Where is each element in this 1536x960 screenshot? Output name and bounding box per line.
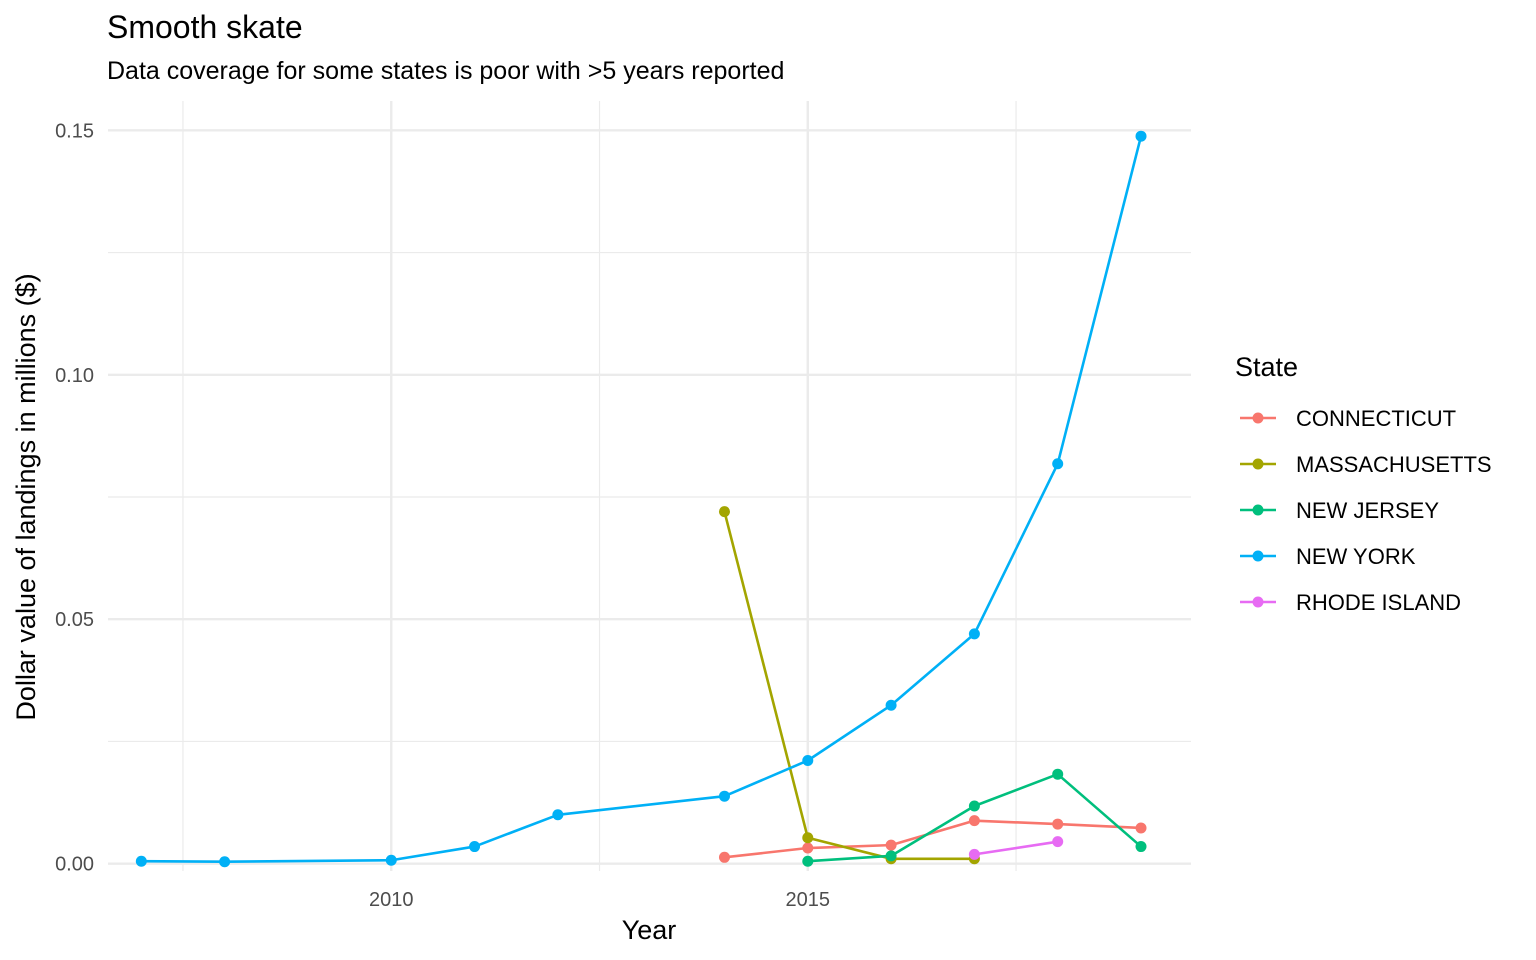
x-tick-label: 2010 <box>369 889 414 911</box>
legend-key-point-new-york <box>1252 550 1264 562</box>
data-point-new-york <box>219 856 231 868</box>
data-point-new-jersey <box>968 800 980 812</box>
data-point-connecticut <box>968 815 980 827</box>
data-point-massachusetts <box>718 506 730 518</box>
data-point-new-york <box>1052 458 1064 470</box>
legend-label-new-jersey: NEW JERSEY <box>1296 498 1439 523</box>
legend-label-connecticut: CONNECTICUT <box>1296 406 1456 431</box>
data-point-new-york <box>802 755 814 767</box>
x-axis-title: Year <box>622 915 677 945</box>
grid-major <box>108 101 1191 871</box>
data-point-new-jersey <box>1135 841 1147 853</box>
series-lines <box>141 135 1143 864</box>
y-axis-ticks: 0.00 0.05 0.10 0.15 <box>55 120 94 875</box>
y-tick-label: 0.15 <box>55 120 94 142</box>
data-point-new-york <box>718 790 730 802</box>
data-point-rhode-island <box>968 848 980 860</box>
grid-minor <box>108 101 1191 871</box>
data-point-new-york <box>1135 130 1147 142</box>
data-point-connecticut <box>1052 818 1064 830</box>
data-point-new-jersey <box>1052 768 1064 780</box>
data-point-new-jersey <box>802 855 814 867</box>
y-tick-label: 0.05 <box>55 609 94 631</box>
y-tick-label: 0.10 <box>55 365 94 387</box>
data-point-new-york <box>135 855 147 867</box>
legend-label-rhode-island: RHODE ISLAND <box>1296 590 1461 615</box>
chart-subtitle: Data coverage for some states is poor wi… <box>107 57 784 85</box>
x-tick-label: 2015 <box>786 889 831 911</box>
data-point-connecticut <box>885 839 897 851</box>
data-point-connecticut <box>1135 822 1147 834</box>
data-point-new-jersey <box>885 850 897 862</box>
y-axis-title: Dollar value of landings in millions ($) <box>11 273 41 720</box>
data-point-new-york <box>385 854 397 866</box>
data-point-connecticut <box>802 842 814 854</box>
series-line-new-york <box>141 135 1143 864</box>
chart-title: Smooth skate <box>107 9 303 45</box>
series-line-rhode-island <box>974 840 1058 856</box>
legend-label-massachusetts: MASSACHUSETTS <box>1296 452 1492 477</box>
series-points <box>135 130 1147 868</box>
data-point-rhode-island <box>1052 836 1064 848</box>
legend-key-point-new-jersey <box>1252 504 1264 516</box>
legend-key-point-rhode-island <box>1252 596 1264 608</box>
data-point-new-york <box>552 809 564 821</box>
data-point-new-york <box>968 628 980 640</box>
legend-key-point-massachusetts <box>1252 458 1264 470</box>
legend-label-new-york: NEW YORK <box>1296 544 1416 569</box>
data-point-massachusetts <box>802 832 814 844</box>
y-tick-label: 0.00 <box>55 854 94 876</box>
legend-title: State <box>1235 352 1298 382</box>
data-point-new-york <box>885 699 897 711</box>
series-line-connecticut <box>724 819 1142 859</box>
legend: CONNECTICUT MASSACHUSETTS NEW JERSEY NEW YO… <box>1240 406 1492 615</box>
data-point-connecticut <box>718 851 730 863</box>
series-line-massachusetts <box>723 511 975 861</box>
legend-key-point-connecticut <box>1252 412 1264 424</box>
x-axis-ticks: 2010 2015 <box>369 889 830 911</box>
data-point-new-york <box>469 841 481 853</box>
